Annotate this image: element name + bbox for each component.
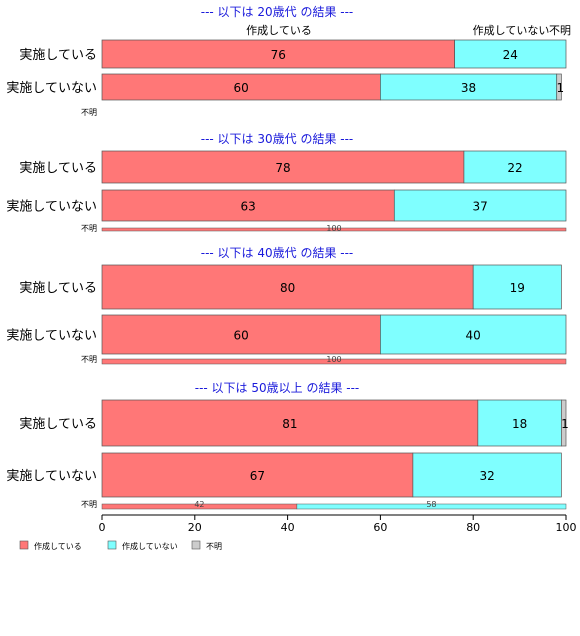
data-label: 18 bbox=[512, 417, 527, 431]
bar-segment bbox=[296, 503, 567, 510]
data-label: 42 bbox=[194, 500, 204, 509]
x-tick-label: 100 bbox=[556, 521, 577, 534]
bar-segment bbox=[454, 39, 567, 69]
legend-swatch bbox=[191, 540, 201, 550]
row-label: 実施している bbox=[19, 47, 97, 63]
row-label: 実施している bbox=[19, 416, 97, 432]
data-label: 67 bbox=[250, 469, 265, 483]
bar-segment bbox=[101, 189, 395, 222]
panel-title: --- 以下は 40歳代 の結果 --- bbox=[201, 246, 354, 260]
column-header-created: 作成している bbox=[246, 24, 312, 37]
data-label: 60 bbox=[234, 329, 249, 343]
bar-segment bbox=[412, 452, 562, 498]
data-label: 81 bbox=[282, 417, 297, 431]
data-label: 63 bbox=[241, 200, 256, 214]
data-label: 37 bbox=[473, 200, 488, 214]
data-label: 22 bbox=[507, 161, 522, 175]
bar-segment bbox=[463, 150, 567, 184]
data-label: 19 bbox=[510, 281, 525, 295]
bar-segment bbox=[101, 452, 414, 498]
legend-swatch bbox=[19, 540, 29, 550]
data-label: 32 bbox=[479, 469, 494, 483]
data-label: 24 bbox=[503, 48, 518, 62]
bar-segment bbox=[101, 227, 567, 232]
legend-label: 作成している bbox=[34, 541, 82, 551]
bar-segment bbox=[393, 189, 567, 222]
panel-title: --- 以下は 20歳代 の結果 --- bbox=[201, 5, 354, 19]
bar-segment bbox=[556, 73, 562, 101]
row-label: 不明 bbox=[81, 500, 97, 509]
bar-segment bbox=[380, 314, 567, 355]
x-tick-label: 20 bbox=[188, 521, 202, 534]
data-label: 1 bbox=[561, 417, 569, 431]
row-label: 不明 bbox=[81, 224, 97, 233]
data-label: 1 bbox=[557, 81, 565, 95]
row-label: 実施していない bbox=[6, 468, 97, 484]
row-label: 不明 bbox=[81, 355, 97, 364]
data-label: 80 bbox=[280, 281, 295, 295]
data-label: 60 bbox=[234, 81, 249, 95]
bar-segment bbox=[101, 264, 474, 310]
legend-label: 不明 bbox=[206, 542, 222, 551]
data-label: 40 bbox=[466, 329, 481, 343]
bar-segment bbox=[101, 150, 465, 184]
row-label: 実施している bbox=[19, 280, 97, 296]
x-tick-label: 60 bbox=[373, 521, 387, 534]
bar-segment bbox=[472, 264, 562, 310]
data-label: 100 bbox=[326, 355, 341, 364]
bar-segment bbox=[380, 73, 558, 101]
bar-segment bbox=[477, 399, 562, 447]
row-label: 実施していない bbox=[6, 328, 97, 344]
row-label: 実施していない bbox=[6, 80, 97, 96]
bar-segment bbox=[101, 358, 567, 365]
data-label: 100 bbox=[326, 224, 341, 233]
bar-segment bbox=[101, 39, 455, 69]
row-label: 実施していない bbox=[6, 199, 97, 215]
data-label: 58 bbox=[426, 500, 436, 509]
x-tick-label: 80 bbox=[466, 521, 480, 534]
legend-label: 作成していない bbox=[122, 541, 178, 551]
legend-swatch bbox=[107, 540, 117, 550]
bar-segment bbox=[101, 399, 479, 447]
data-label: 38 bbox=[461, 81, 476, 95]
column-header-not-created: 作成していない bbox=[473, 24, 550, 37]
panel-title: --- 以下は 50歳以上 の結果 --- bbox=[195, 381, 360, 395]
row-label: 実施している bbox=[19, 160, 97, 176]
data-label: 76 bbox=[271, 48, 286, 62]
bar-segment bbox=[561, 399, 567, 447]
bar-segment bbox=[101, 73, 381, 101]
row-label: 不明 bbox=[81, 108, 97, 117]
bar-segment bbox=[101, 314, 381, 355]
panel-title: --- 以下は 30歳代 の結果 --- bbox=[201, 132, 354, 146]
data-label: 78 bbox=[275, 161, 290, 175]
x-tick-label: 40 bbox=[281, 521, 295, 534]
x-tick-label: 0 bbox=[99, 521, 106, 534]
column-header-unknown: 不明 bbox=[549, 24, 571, 37]
